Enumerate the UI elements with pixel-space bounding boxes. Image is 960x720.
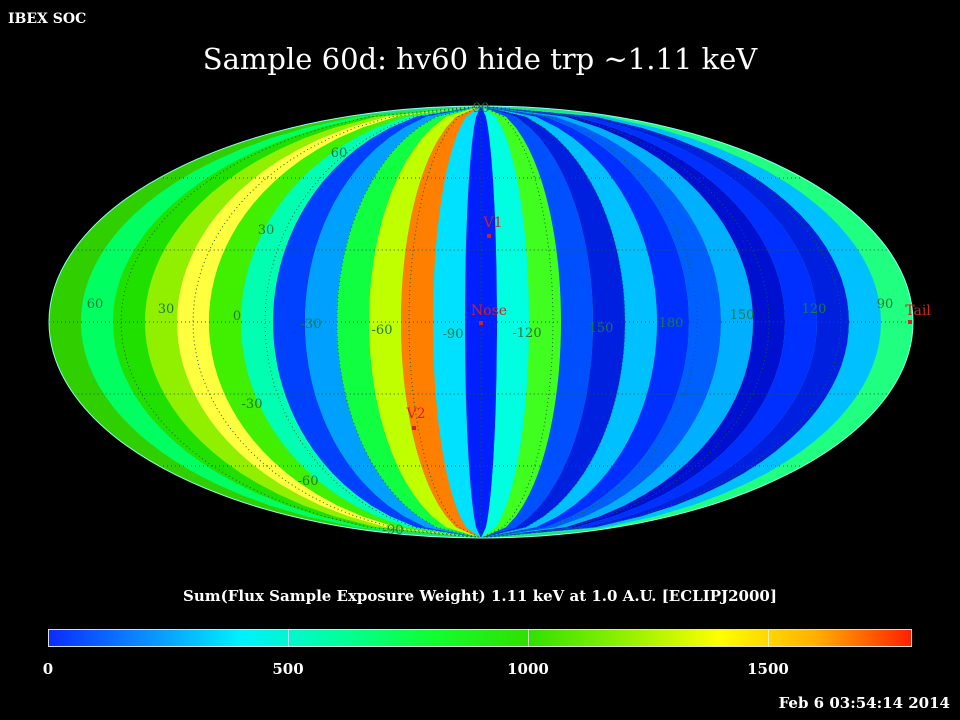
flux-band xyxy=(481,106,689,538)
lon-label: 60 xyxy=(87,297,104,312)
lon-label: 150 xyxy=(589,321,614,336)
lon-label: 30 xyxy=(158,302,175,317)
lon-label: 120 xyxy=(802,302,827,317)
flux-band xyxy=(481,106,657,538)
lat-label: 90 xyxy=(473,101,490,116)
colorbar-separator xyxy=(288,630,289,646)
lat-label: -90 xyxy=(383,523,404,538)
colorbar-title: Sum(Flux Sample Exposure Weight) 1.11 ke… xyxy=(183,587,777,605)
graticule-meridian xyxy=(192,106,482,538)
page-title: Sample 60d: hv60 hide trp ~1.11 keV xyxy=(202,42,758,76)
lon-label: -90 xyxy=(443,327,464,342)
flux-band xyxy=(273,106,481,538)
lat-label: 30 xyxy=(258,223,275,238)
marker-label-nose: Nose xyxy=(471,303,507,319)
marker-v2 xyxy=(412,426,416,430)
sky-map-labels: 60 30 0 -30 -60 -90 -120 150 180 150 120… xyxy=(87,101,932,538)
marker-tail xyxy=(908,320,912,324)
lat-label: -60 xyxy=(298,474,319,489)
flux-band xyxy=(481,106,593,538)
flux-band xyxy=(481,106,561,538)
marker-label-v2: V2 xyxy=(405,406,425,422)
colorbar-tick-label: 1000 xyxy=(507,660,549,678)
graticule-meridian xyxy=(480,106,698,538)
lon-label: -120 xyxy=(512,326,541,341)
lon-label: -30 xyxy=(301,317,322,332)
colorbar-separator xyxy=(528,630,529,646)
lat-label: 60 xyxy=(331,146,348,161)
graticule-meridian xyxy=(480,106,770,538)
lat-label: -30 xyxy=(242,397,263,412)
flux-band xyxy=(401,106,481,538)
lon-label: 150 xyxy=(730,308,755,323)
colorbar-separator xyxy=(768,630,769,646)
lon-label: 180 xyxy=(659,316,684,331)
marker-label-v1: V1 xyxy=(482,215,502,231)
colorbar-tick-label: 0 xyxy=(42,660,54,678)
lon-label: -60 xyxy=(372,323,393,338)
flux-band xyxy=(369,106,481,538)
lon-label: 90 xyxy=(877,297,894,312)
graticule-meridian xyxy=(264,106,482,538)
timestamp: Feb 6 03:54:14 2014 xyxy=(778,694,950,712)
flux-band xyxy=(305,106,481,538)
colorbar xyxy=(48,629,912,647)
colorbar-tick-label: 500 xyxy=(272,660,304,678)
colorbar-tick-label: 1500 xyxy=(747,660,789,678)
corner-label: IBEX SOC xyxy=(8,11,87,27)
flux-band xyxy=(481,106,625,538)
marker-v1 xyxy=(487,234,491,238)
marker-nose xyxy=(479,321,483,325)
lon-label: 0 xyxy=(233,309,241,324)
flux-band xyxy=(337,106,481,538)
sky-map-outline xyxy=(48,105,914,539)
marker-label-tail: Tail xyxy=(905,303,931,319)
